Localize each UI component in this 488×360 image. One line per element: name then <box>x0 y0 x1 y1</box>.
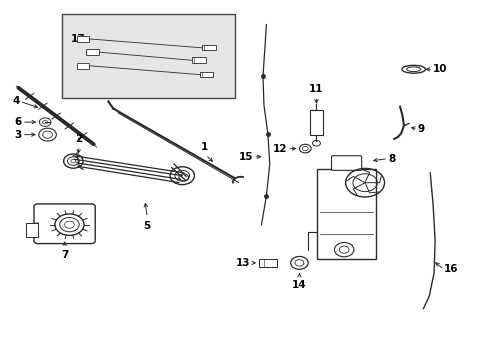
Text: 7: 7 <box>61 250 68 260</box>
Text: 3: 3 <box>15 130 22 140</box>
Text: 4: 4 <box>13 96 20 107</box>
Text: 13: 13 <box>235 258 250 268</box>
Text: 17: 17 <box>71 34 85 44</box>
FancyBboxPatch shape <box>26 223 38 237</box>
FancyBboxPatch shape <box>86 49 99 55</box>
FancyBboxPatch shape <box>200 72 213 77</box>
FancyBboxPatch shape <box>259 258 276 267</box>
FancyBboxPatch shape <box>202 45 215 50</box>
Text: 12: 12 <box>272 144 287 154</box>
FancyBboxPatch shape <box>309 110 323 135</box>
FancyBboxPatch shape <box>34 204 95 244</box>
Text: 16: 16 <box>443 264 457 274</box>
Text: 8: 8 <box>387 154 394 163</box>
Text: 10: 10 <box>432 64 447 74</box>
Text: 1: 1 <box>201 143 208 153</box>
FancyBboxPatch shape <box>317 169 375 258</box>
FancyBboxPatch shape <box>192 58 205 63</box>
FancyBboxPatch shape <box>77 36 89 42</box>
Text: 2: 2 <box>76 134 82 144</box>
FancyBboxPatch shape <box>331 156 361 170</box>
Text: 5: 5 <box>143 221 151 231</box>
FancyBboxPatch shape <box>62 14 234 98</box>
Text: 14: 14 <box>291 280 306 290</box>
Text: 15: 15 <box>238 152 253 162</box>
FancyBboxPatch shape <box>77 63 89 68</box>
Text: 9: 9 <box>417 124 424 134</box>
Text: 6: 6 <box>15 117 22 127</box>
Text: 11: 11 <box>308 84 323 94</box>
